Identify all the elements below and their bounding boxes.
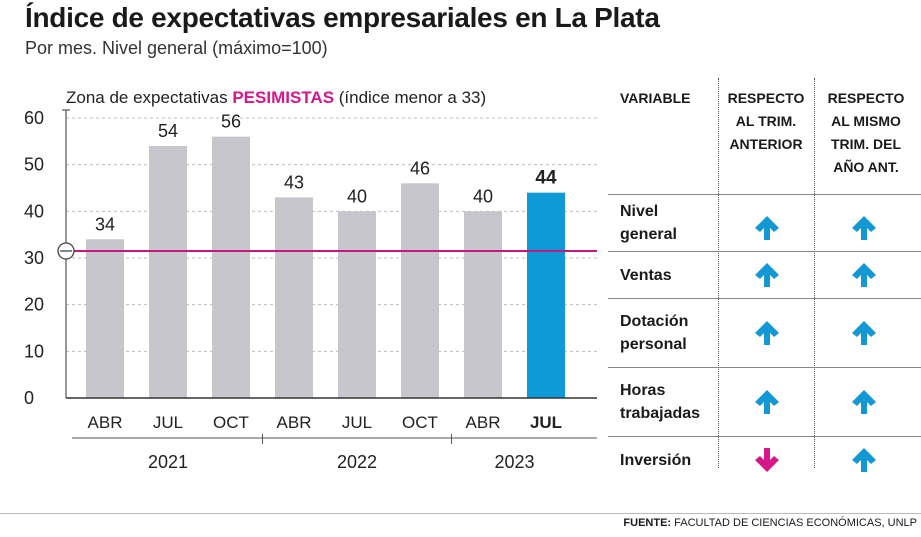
x-tick-label: ABR (88, 413, 123, 432)
bar (338, 211, 376, 398)
row-label: Inversión (620, 452, 692, 469)
arrow-up-icon (852, 448, 876, 472)
arrow-up-icon (852, 321, 876, 345)
table-row: Horas trabajadas (608, 368, 921, 437)
table-header: VARIABLE RESPECTO AL TRIM. ANTERIOR RESP… (608, 78, 921, 195)
x-tick-label: OCT (402, 413, 438, 432)
row-label: Dotación personal (620, 313, 689, 353)
bar (86, 239, 124, 398)
row-label: Horas trabajadas (620, 382, 701, 422)
chart-subtitle: Por mes. Nivel general (máximo=100) (25, 38, 328, 58)
header-variable: VARIABLE (620, 90, 691, 106)
arrow-up-icon (755, 216, 779, 240)
table-row: Inversión (608, 437, 921, 481)
arrow-up-icon (755, 390, 779, 414)
x-tick-label: JUL (530, 413, 562, 432)
y-tick-label: 50 (24, 155, 44, 175)
chart-title: Índice de expectativas empresariales en … (25, 2, 660, 33)
threshold-label: Zona de expectativas PESIMISTAS (índice … (66, 88, 486, 107)
source-note: FUENTE: FACULTAD DE CIENCIAS ECONÓMICAS,… (623, 517, 917, 529)
arrow-up-icon (852, 390, 876, 414)
bar (527, 192, 565, 398)
table-row: Ventas (608, 252, 921, 299)
year-label: 2022 (337, 452, 377, 472)
bar (464, 211, 502, 398)
column-divider (718, 78, 719, 468)
y-tick-label: 60 (24, 108, 44, 128)
header-previous-quarter: RESPECTO AL TRIM. ANTERIOR (727, 90, 805, 152)
table-row: Nivel general (608, 195, 921, 252)
x-tick-label: JUL (153, 413, 183, 432)
bar-chart: 0 10 20 30 40 50 60 34 ABR 54 JUL 56 OCT 43 ABR 40 JUL 46… (24, 88, 597, 472)
bar-value-label: 54 (158, 121, 178, 141)
bar (401, 183, 439, 398)
x-tick-label: ABR (466, 413, 501, 432)
y-tick-label: 0 (24, 388, 34, 408)
bar-value-label: 46 (410, 158, 430, 178)
bar-value-label: 40 (473, 186, 493, 206)
bar (149, 146, 187, 398)
arrow-up-icon (852, 216, 876, 240)
bar (212, 136, 250, 398)
bar-value-label: 44 (535, 168, 557, 189)
bar-value-label: 34 (95, 214, 115, 234)
arrow-up-icon (755, 321, 779, 345)
year-label: 2021 (148, 452, 188, 472)
y-tick-label: 40 (24, 201, 44, 221)
arrow-up-icon (852, 263, 876, 287)
x-tick-label: JUL (342, 413, 372, 432)
year-label: 2023 (494, 452, 534, 472)
footer-divider (0, 513, 921, 514)
arrow-up-icon (755, 263, 779, 287)
table-row: Dotación personal (608, 299, 921, 368)
bar-value-label: 40 (347, 186, 367, 206)
header-same-quarter-last-year: RESPECTO AL MISMO TRIM. DEL AÑO ANT. (827, 90, 905, 175)
column-divider (814, 78, 815, 468)
row-label: Nivel general (620, 203, 677, 243)
row-label: Ventas (620, 267, 672, 284)
y-tick-label: 20 (24, 295, 44, 315)
bar (275, 197, 313, 398)
variables-table: VARIABLE RESPECTO AL TRIM. ANTERIOR RESP… (608, 78, 921, 481)
x-tick-label: OCT (213, 413, 249, 432)
y-tick-label: 30 (24, 248, 44, 268)
bar-value-label: 56 (221, 112, 241, 132)
arrow-down-icon (755, 448, 779, 472)
y-tick-label: 10 (24, 341, 44, 361)
bar-value-label: 43 (284, 172, 304, 192)
x-tick-label: ABR (277, 413, 312, 432)
